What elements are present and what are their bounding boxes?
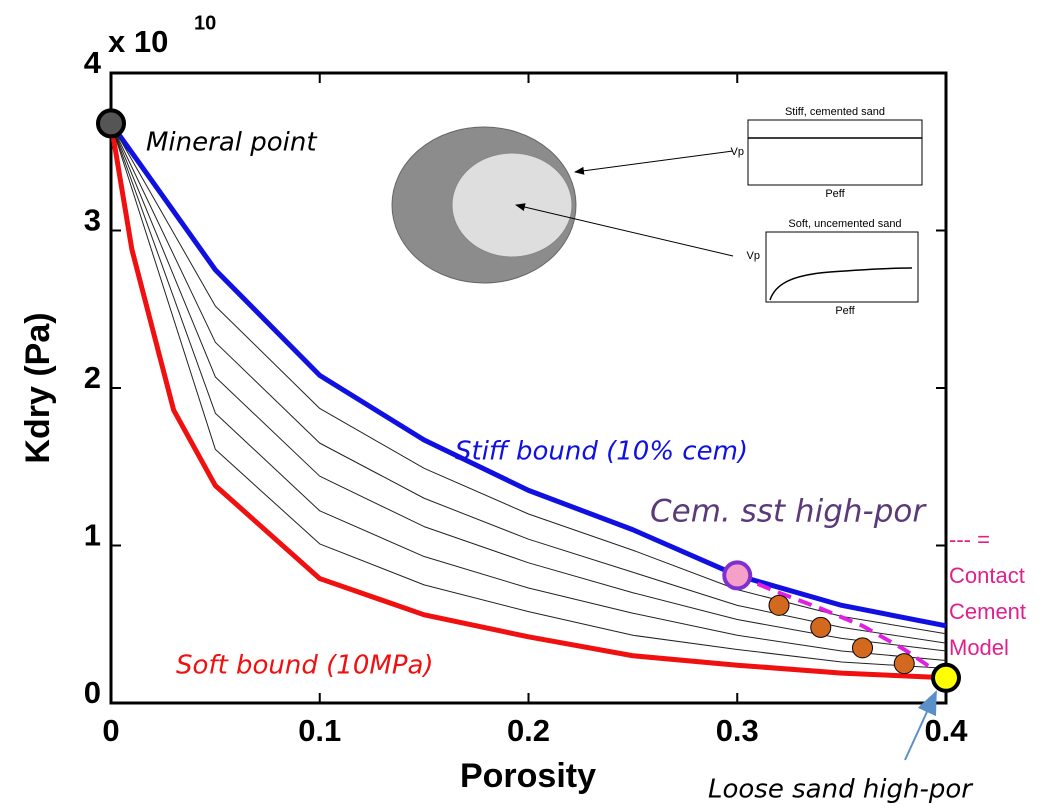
scatter-point xyxy=(852,637,873,659)
point-label: Loose sand high-por xyxy=(708,775,974,805)
point-label: Mineral point xyxy=(146,128,317,158)
line xyxy=(110,123,947,644)
y-tick-label: 0 xyxy=(84,675,101,710)
series-label: Stiff bound (10% cem) xyxy=(455,437,748,467)
arrow xyxy=(515,203,734,257)
line xyxy=(110,123,947,652)
inner-grain xyxy=(451,152,573,258)
series-label: Soft bound (10MPa) xyxy=(176,651,434,681)
y-tick-label: 3 xyxy=(84,203,101,238)
model-label: Model xyxy=(949,635,1009,660)
scatter-point xyxy=(893,653,915,675)
line xyxy=(108,122,947,681)
inset: Stiff, cemented sand Vp Peff Soft, uncem… xyxy=(391,106,923,317)
inset-label: Vp xyxy=(731,146,744,158)
point-label: Cem. sst high-por xyxy=(650,494,927,530)
axis-multiplier-exponent: 10 xyxy=(194,12,216,34)
line xyxy=(110,123,947,669)
inset-label: Peff xyxy=(825,188,845,200)
inset-label: Vp xyxy=(747,250,760,262)
x-tick-label: 0 xyxy=(102,713,119,748)
y-tick-label: 1 xyxy=(84,518,101,553)
inset-title: Soft, uncemented sand xyxy=(788,218,901,230)
y-tick-label: 4 xyxy=(84,45,102,80)
line xyxy=(110,123,947,635)
scatter-point xyxy=(768,594,790,616)
model-label: Cement xyxy=(949,599,1026,624)
key-point xyxy=(722,560,753,591)
inset-curve xyxy=(769,267,913,301)
model-label: Contact xyxy=(949,563,1025,588)
line xyxy=(736,573,948,680)
x-axis-label: Porosity xyxy=(460,757,596,795)
axis-multiplier: x 10 xyxy=(108,24,168,59)
y-tick-label: 2 xyxy=(84,360,101,395)
key-point xyxy=(931,662,961,693)
inset-box xyxy=(747,119,923,186)
line xyxy=(110,123,947,661)
inset-title: Stiff, cemented sand xyxy=(785,106,885,118)
x-tick-label: 0.1 xyxy=(298,713,341,748)
scatter-point xyxy=(810,616,832,638)
inset-box xyxy=(765,231,919,303)
inset-label: Peff xyxy=(835,305,855,317)
arrow xyxy=(904,690,937,761)
x-tick-label: 0.3 xyxy=(716,713,759,748)
x-tick-label: 0.4 xyxy=(924,713,968,748)
arrow xyxy=(574,150,734,175)
model-label: --- = xyxy=(949,527,990,552)
key-point xyxy=(96,108,126,139)
y-axis-label: Kdry (Pa) xyxy=(19,312,57,463)
line xyxy=(108,121,947,629)
x-tick-label: 0.2 xyxy=(507,713,550,748)
